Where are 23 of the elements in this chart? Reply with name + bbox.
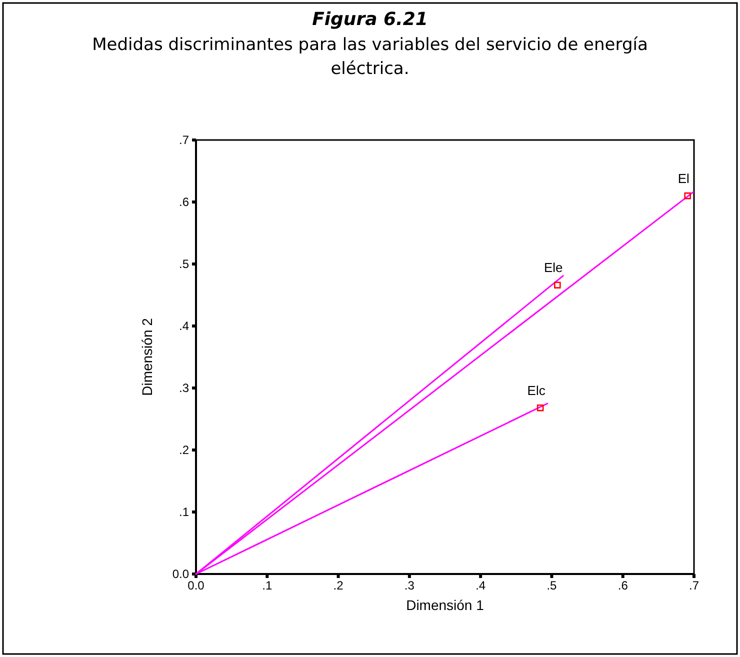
x-tick-label: 0.0 [188, 578, 205, 593]
annotation: Ele [544, 260, 563, 276]
x-tick-label: .3 [404, 578, 415, 593]
x-tick-label: .2 [333, 578, 344, 593]
y-tick-label: .3 [178, 380, 190, 395]
chart-title: Figura 6.21 [312, 9, 428, 30]
x-tick-label: .5 [546, 578, 558, 593]
x-axis-title: Dimensión 1 [406, 597, 484, 613]
x-tick-label: .4 [476, 578, 486, 593]
y-tick-label: .2 [178, 442, 190, 457]
y-tick-label: 0.0 [172, 566, 190, 581]
y-tick-label: .5 [178, 256, 190, 271]
annotation: Elc [527, 382, 546, 398]
y-tick-label: .6 [178, 194, 190, 209]
y-tick-label: .7 [178, 132, 190, 147]
x-tick-label: .6 [618, 578, 628, 593]
y-tick-label: .1 [178, 504, 190, 519]
x-tick-label: .7 [688, 578, 700, 593]
x-tick-label: .1 [262, 578, 272, 593]
annotation: El [678, 170, 690, 186]
y-axis-title: Dimensión 2 [139, 318, 155, 396]
chart-subtitle: Medidas discriminantes para las variables del servicio de energía eléctrica. [92, 35, 648, 79]
y-tick-label: .4 [178, 318, 190, 333]
